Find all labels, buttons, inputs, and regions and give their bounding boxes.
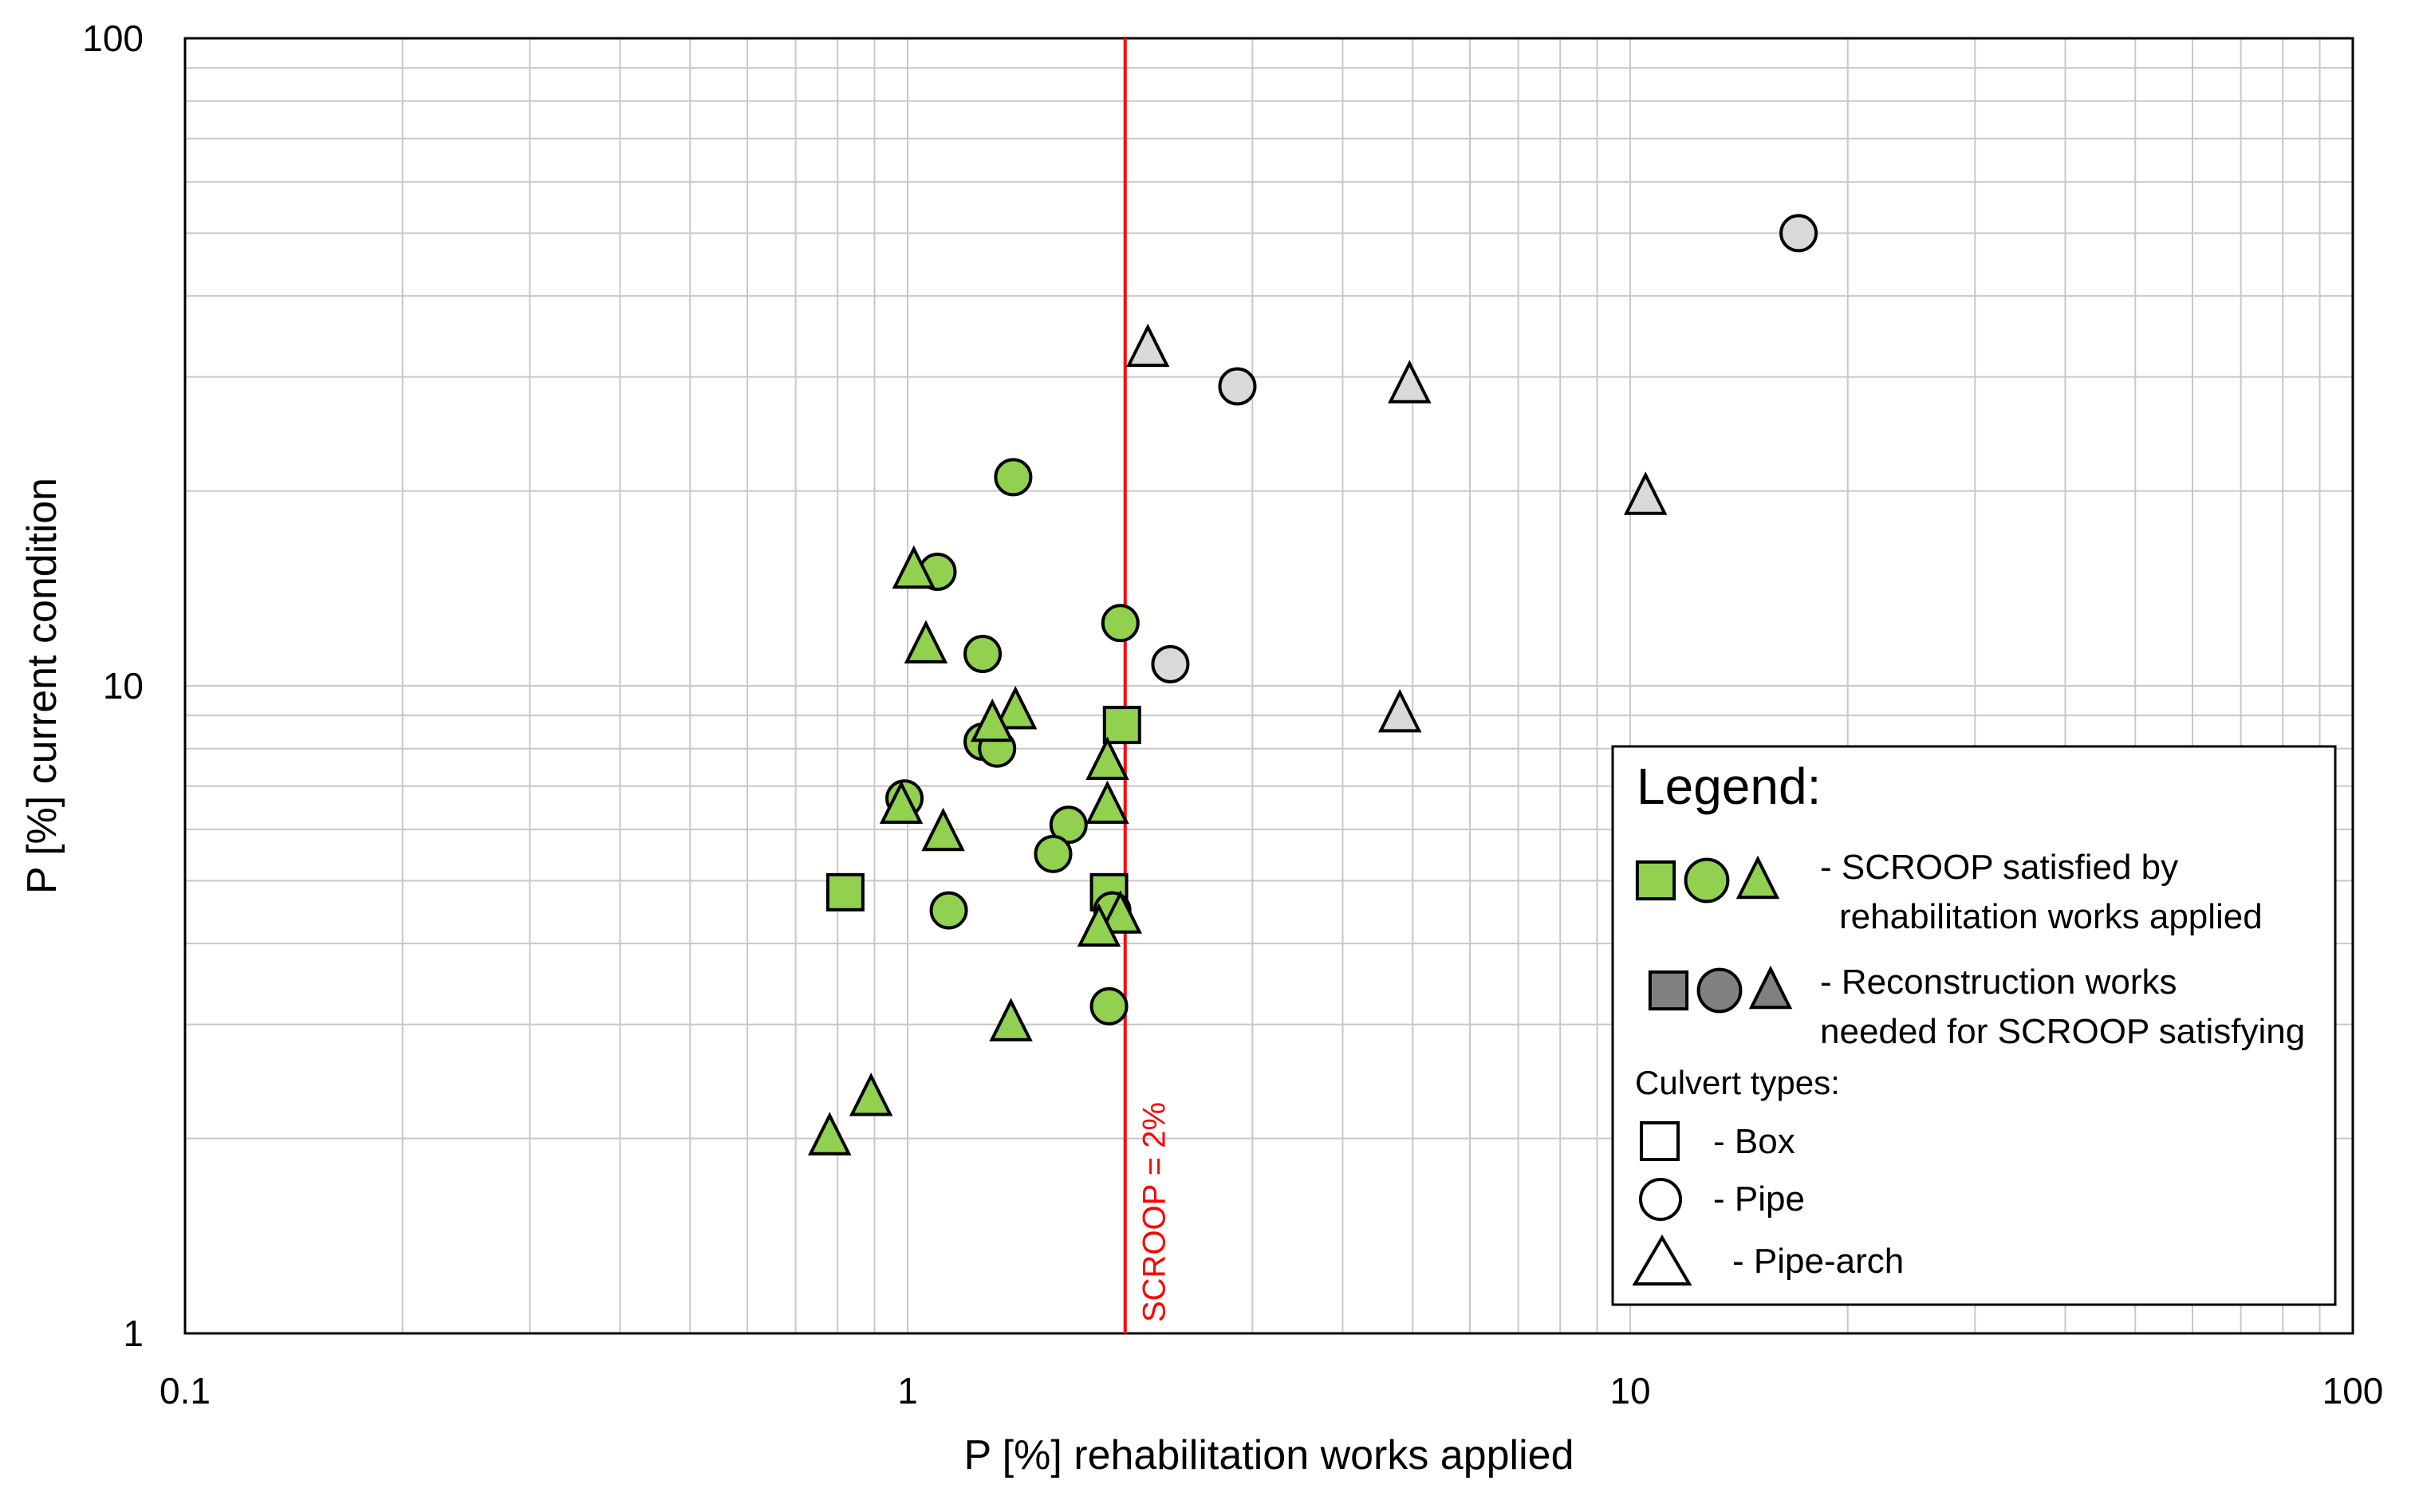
pipe-satisfied-point	[1101, 604, 1140, 643]
pipe-reconstruction-point	[1151, 644, 1190, 683]
pipe-arch-satisfied-point	[879, 780, 924, 825]
pipe-arch-satisfied-point	[921, 807, 965, 852]
pipe-reconstruction-point	[1218, 367, 1257, 406]
pipe-satisfied-point	[994, 458, 1033, 497]
data-points	[808, 214, 1818, 1156]
legend-reconstruction-square	[1648, 970, 1689, 1011]
y-tick-label: 100	[82, 18, 144, 59]
legend-title: Legend:	[1637, 758, 1821, 815]
legend-satisfied-text-2: rehabilitation works applied	[1839, 897, 2263, 936]
pipe-arch-satisfied-point	[1085, 736, 1129, 780]
pipe-arch-reconstruction-point	[1623, 471, 1668, 515]
pipe-arch-satisfied-point	[1098, 890, 1143, 934]
pipe-arch-satisfied-point	[989, 998, 1033, 1041]
y-axis-label: P [%] current condition	[19, 478, 65, 894]
legend-reconstruction-triangle	[1748, 965, 1793, 1010]
legend-satisfied-circle	[1684, 857, 1730, 904]
pipe-arch-satisfied-point	[1077, 903, 1121, 947]
pipe-arch-satisfied-point	[892, 545, 936, 589]
legend-satisfied-markers	[1635, 855, 1780, 904]
pipe-arch-satisfied-point	[1085, 780, 1129, 825]
legend-types-title: Culvert types:	[1635, 1064, 1840, 1101]
legend-pipearch-icon	[1632, 1234, 1692, 1286]
pipe-satisfied-point	[1034, 834, 1073, 873]
pipe-arch-satisfied-point	[993, 685, 1038, 730]
x-tick-label: 0.1	[160, 1370, 211, 1412]
x-tick-label: 1	[897, 1370, 918, 1412]
x-axis-label: P [%] rehabilitation works applied	[963, 1432, 1574, 1479]
legend-pipearch-label: - Pipe-arch	[1732, 1242, 1904, 1281]
pipe-arch-reconstruction-point	[1377, 688, 1422, 733]
pipe-arch-satisfied-point	[904, 620, 948, 663]
pipe-reconstruction-point	[1779, 214, 1818, 253]
x-axis-ticks: 0.1 1 10 100	[160, 1370, 2383, 1412]
y-tick-label: 1	[123, 1313, 144, 1354]
legend-reconstruction-text-2: needed for SCROOP satisfying	[1820, 1012, 2305, 1051]
legend-reconstruction-text-1: - Reconstruction works	[1820, 963, 2177, 1002]
legend-pipe-icon	[1639, 1178, 1682, 1221]
x-tick-label: 100	[2322, 1370, 2384, 1412]
box-satisfied-point	[1102, 706, 1141, 745]
pipe-satisfied-point	[929, 891, 968, 930]
legend-satisfied-triangle	[1735, 855, 1780, 900]
legend-box-label: - Box	[1713, 1122, 1795, 1161]
box-satisfied-point	[825, 872, 865, 912]
x-tick-label: 10	[1609, 1370, 1650, 1412]
legend-box-icon	[1640, 1121, 1680, 1161]
legend: Legend: - SCROOP satisfied by rehabilita…	[1611, 745, 2337, 1306]
legend-box	[1611, 745, 2337, 1306]
pipe-arch-satisfied-point	[849, 1073, 893, 1116]
legend-reconstruction-markers	[1648, 965, 1793, 1014]
legend-pipe-label: - Pipe	[1713, 1179, 1805, 1219]
legend-satisfied-square	[1635, 860, 1676, 901]
pipe-satisfied-point	[1049, 805, 1088, 845]
pipe-satisfied-point	[963, 635, 1003, 674]
pipe-arch-reconstruction-point	[1125, 323, 1170, 368]
legend-reconstruction-circle	[1696, 967, 1743, 1014]
pipe-arch-satisfied-point	[808, 1112, 852, 1156]
y-axis-ticks: 1 10 100	[82, 18, 144, 1354]
pipe-arch-reconstruction-point	[1388, 360, 1432, 404]
pipe-arch-satisfied-point	[971, 698, 1014, 742]
scroop-reference-label: SCROOP = 2%	[1137, 1102, 1172, 1322]
legend-satisfied-text-1: - SCROOP satisfied by	[1820, 848, 2178, 887]
plot-area	[183, 37, 2354, 1335]
pipe-satisfied-point	[1089, 986, 1129, 1026]
y-tick-label: 10	[103, 665, 144, 707]
